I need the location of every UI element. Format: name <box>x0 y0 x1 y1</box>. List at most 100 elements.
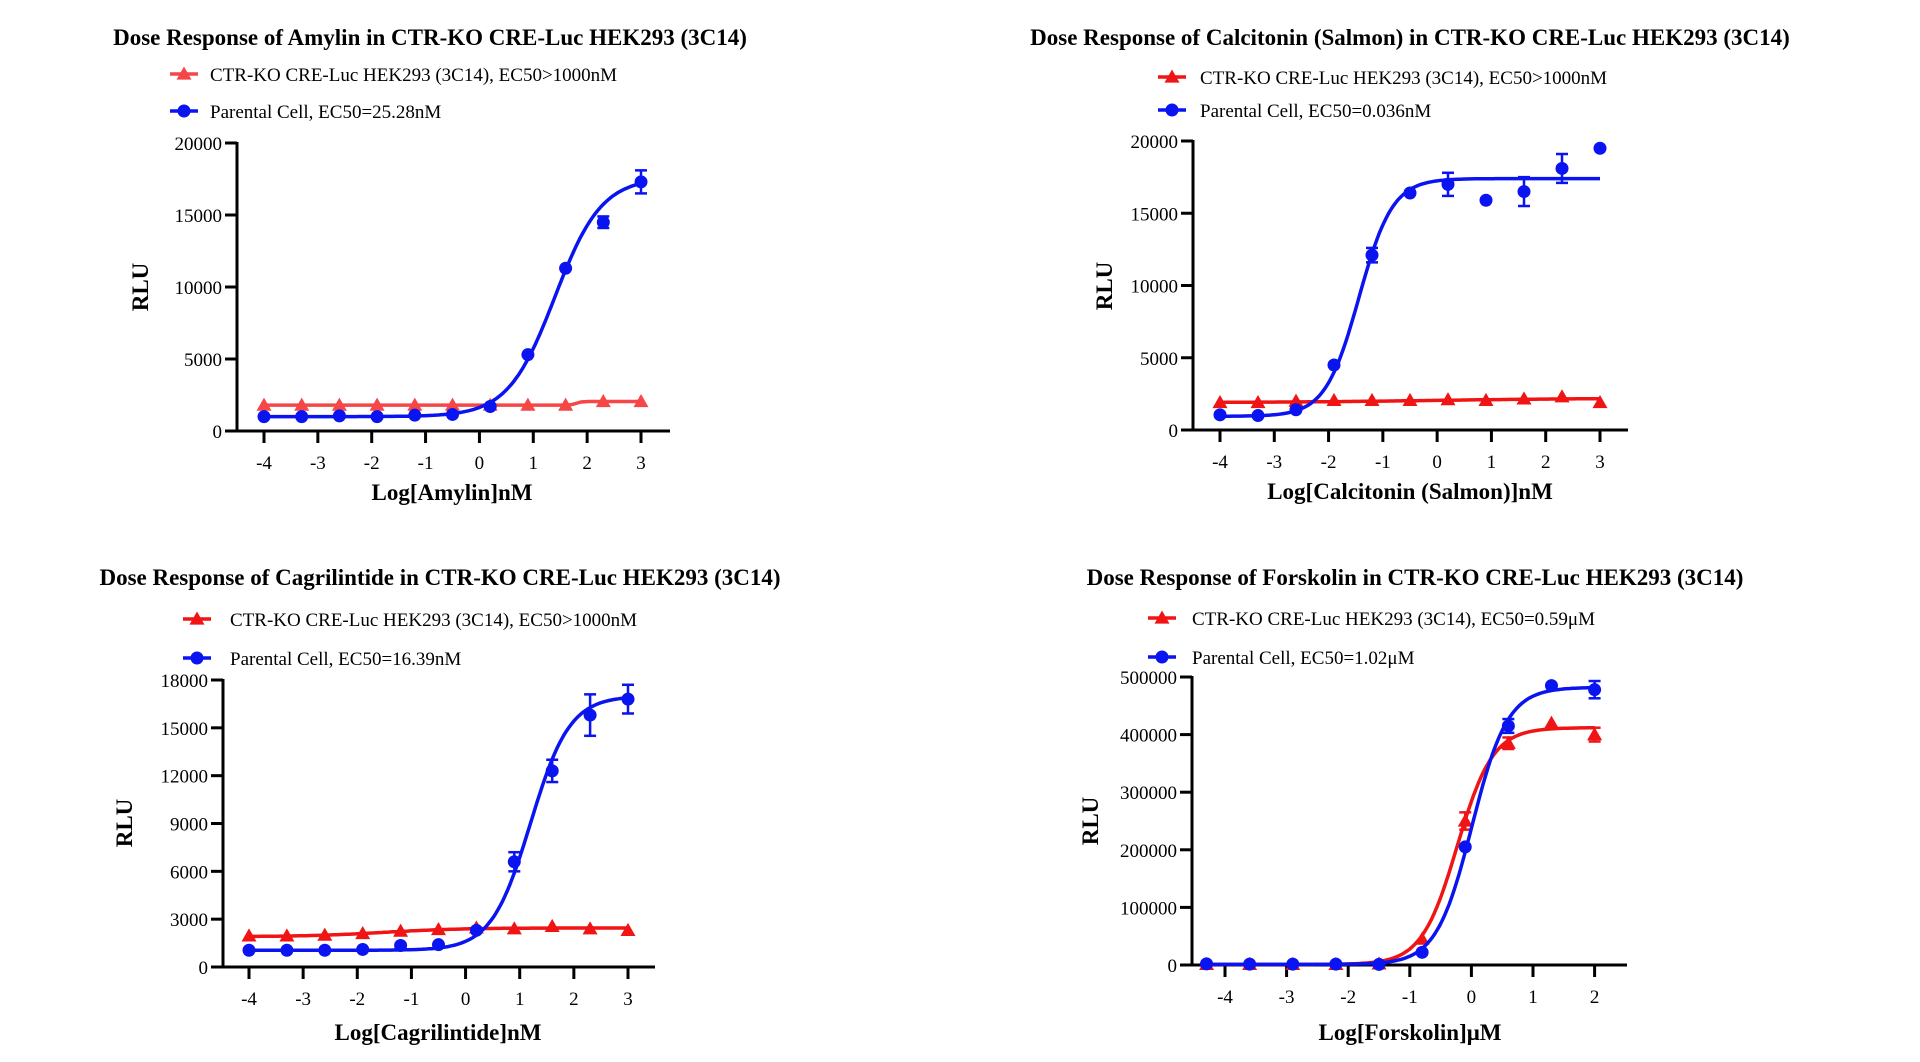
legend: CTR-KO CRE-Luc HEK293 (3C14), EC50>1000n… <box>1158 68 1607 122</box>
data-point-parental <box>1329 957 1343 971</box>
y-tick-label: 500000 <box>1120 668 1177 689</box>
y-tick-label: 6000 <box>170 862 208 883</box>
data-point-ko <box>1250 395 1266 409</box>
x-tick-label: -4 <box>1212 452 1228 473</box>
x-tick-label: -4 <box>1217 987 1233 1008</box>
legend-label-ko: CTR-KO CRE-Luc HEK293 (3C14), EC50>1000n… <box>230 610 637 631</box>
data-point-parental <box>483 400 497 414</box>
chart-panel-forskolin: Dose Response of Forskolin in CTR-KO CRE… <box>1078 565 1743 1045</box>
data-point-ko <box>1440 392 1456 406</box>
data-point-ko <box>317 927 333 941</box>
x-tick-label: -4 <box>241 989 257 1010</box>
x-tick-label: -1 <box>1402 987 1418 1008</box>
y-tick-label: 5000 <box>184 350 222 371</box>
legend-label-parental: Parental Cell, EC50=16.39nM <box>230 649 461 670</box>
legend-marker-icon <box>1155 650 1169 664</box>
data-point-parental <box>1501 719 1515 733</box>
x-tick-label: 1 <box>515 989 525 1010</box>
y-tick-label: 300000 <box>1120 783 1177 804</box>
x-tick-label: -1 <box>404 989 420 1010</box>
chart-panel-calcitonin: Dose Response of Calcitonin (Salmon) in … <box>1030 25 1790 504</box>
legend-item-parental <box>183 651 211 665</box>
fit-curve-ko <box>1206 726 1595 967</box>
y-tick-label: 0 <box>213 422 223 443</box>
data-point-ko <box>279 928 295 942</box>
data-point-ko <box>506 921 522 935</box>
y-tick-label: 200000 <box>1120 841 1177 862</box>
legend-marker-icon <box>189 611 205 625</box>
data-point-parental <box>1372 957 1386 971</box>
data-point-parental <box>242 943 256 957</box>
data-point-ko <box>1543 715 1559 729</box>
data-point-parental <box>1213 408 1227 422</box>
fit-curve-parental <box>264 181 642 419</box>
x-axis-label: Log[Calcitonin (Salmon)]nM <box>1267 479 1553 504</box>
data-point-parental <box>1479 193 1493 207</box>
data-point-parental <box>1415 945 1429 959</box>
legend-label-ko: CTR-KO CRE-Luc HEK293 (3C14), EC50=0.59μ… <box>1192 609 1595 630</box>
x-tick-label: 0 <box>1467 987 1477 1008</box>
data-point-parental <box>596 215 610 229</box>
data-point-ko <box>1364 392 1380 407</box>
chart-title: Dose Response of Forskolin in CTR-KO CRE… <box>1087 565 1744 590</box>
fit-curve-parental <box>1206 685 1595 967</box>
plot-area: 0 5000 10000 15000 20000 -4 -3 -2 -1 0 1 2 3 <box>175 134 670 474</box>
legend-label-parental: Parental Cell, EC50=0.036nM <box>1200 101 1431 122</box>
y-tick-label: 3000 <box>170 910 208 931</box>
data-point-parental <box>1327 358 1341 372</box>
legend-marker-icon <box>190 651 204 665</box>
x-tick-label: -3 <box>310 453 326 474</box>
data-point-parental <box>583 708 597 722</box>
y-tick-label: 18000 <box>161 671 209 692</box>
data-point-parental <box>432 938 445 952</box>
fit-curve-parental <box>1220 176 1600 418</box>
data-point-ko <box>1592 395 1608 409</box>
x-tick-label: 1 <box>529 453 539 474</box>
x-tick-label: 3 <box>1595 452 1605 473</box>
data-point-parental <box>1544 679 1558 693</box>
data-point-ko <box>1326 392 1342 407</box>
data-point-parental <box>1555 161 1569 175</box>
plot-area: 0 100000 200000 300000 400000 500000 -4 -3 -2 -1 0… <box>1120 668 1627 1008</box>
legend-label-ko: CTR-KO CRE-Luc HEK293 (3C14), EC50>1000n… <box>210 65 617 86</box>
data-point-ko <box>256 397 272 411</box>
x-tick-label: -2 <box>1321 452 1337 473</box>
data-point-ko <box>582 921 598 935</box>
x-tick-label: 3 <box>636 453 646 474</box>
data-point-parental <box>1251 409 1265 423</box>
x-tick-label: 2 <box>569 989 579 1010</box>
data-point-parental <box>521 348 535 362</box>
data-point-ko <box>1288 393 1304 407</box>
y-tick-label: 15000 <box>175 206 223 227</box>
legend-label-parental: Parental Cell, EC50=1.02μM <box>1192 648 1415 669</box>
y-tick-label: 10000 <box>175 278 223 299</box>
data-point-parental <box>1403 186 1417 200</box>
data-point-parental <box>545 764 559 778</box>
x-tick-label: -3 <box>295 989 311 1010</box>
x-tick-label: -1 <box>1375 452 1391 473</box>
chart-panel-cagrilintide: Dose Response of Cagrilintide in CTR-KO … <box>99 565 780 1045</box>
x-tick-label: -3 <box>1266 452 1282 473</box>
data-point-parental <box>332 409 346 423</box>
x-tick-label: 0 <box>1432 452 1442 473</box>
y-tick-label: 20000 <box>1131 132 1179 153</box>
data-point-parental <box>1441 177 1455 191</box>
legend-label-parental: Parental Cell, EC50=25.28nM <box>210 102 441 123</box>
y-axis-label: RLU <box>128 262 153 311</box>
legend-marker-icon <box>1154 610 1170 624</box>
legend-item-parental <box>1158 103 1186 117</box>
x-tick-label: 1 <box>1487 452 1497 473</box>
data-point-parental <box>1588 683 1602 697</box>
chart-title: Dose Response of Calcitonin (Salmon) in … <box>1030 25 1790 50</box>
data-point-ko <box>1414 931 1430 945</box>
legend-item-ko <box>1158 69 1186 83</box>
x-tick-label: 1 <box>1528 987 1538 1008</box>
data-point-ko <box>331 397 347 411</box>
x-tick-label: 2 <box>1541 452 1551 473</box>
legend-marker-icon <box>177 104 191 118</box>
x-tick-label: 0 <box>461 989 471 1010</box>
legend: CTR-KO CRE-Luc HEK293 (3C14), EC50>1000n… <box>183 610 637 670</box>
data-point-parental <box>634 175 648 189</box>
data-point-ko <box>1457 813 1473 827</box>
